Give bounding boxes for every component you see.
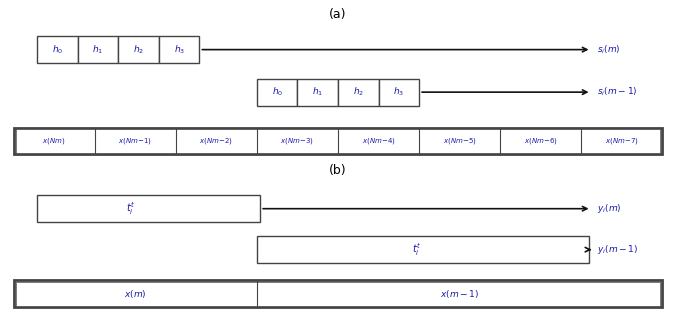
Text: $y_i(m)$: $y_i(m)$ — [597, 202, 621, 215]
Bar — [159, 36, 199, 63]
Text: $x(Nm\!-\!7)$: $x(Nm\!-\!7)$ — [605, 136, 639, 146]
Text: $x(m-1)$: $x(m-1)$ — [440, 288, 479, 300]
Bar — [257, 79, 297, 106]
Text: $h_1$: $h_1$ — [312, 86, 323, 98]
Text: (b): (b) — [329, 163, 347, 177]
Bar — [338, 79, 379, 106]
Text: $h_3$: $h_3$ — [174, 43, 185, 56]
Text: $h_1$: $h_1$ — [93, 43, 103, 56]
Text: $t_i^t$: $t_i^t$ — [126, 200, 136, 217]
Bar — [37, 195, 260, 222]
Text: $x(Nm)$: $x(Nm)$ — [43, 136, 66, 146]
Text: $y_i(m-1)$: $y_i(m-1)$ — [597, 243, 638, 256]
Text: $x(Nm\!-\!1)$: $x(Nm\!-\!1)$ — [118, 136, 152, 146]
Bar — [78, 36, 118, 63]
Text: $x(Nm\!-\!3)$: $x(Nm\!-\!3)$ — [281, 136, 314, 146]
Text: $x(Nm\!-\!2)$: $x(Nm\!-\!2)$ — [199, 136, 233, 146]
Bar — [297, 79, 338, 106]
Text: (a): (a) — [329, 8, 347, 21]
Bar — [37, 36, 78, 63]
Bar — [14, 280, 662, 307]
Text: $s_i(m)$: $s_i(m)$ — [597, 43, 621, 56]
Bar — [118, 36, 159, 63]
Text: $s_i(m-1)$: $s_i(m-1)$ — [597, 86, 637, 98]
Bar — [16, 282, 660, 306]
Text: $x(m)$: $x(m)$ — [124, 288, 147, 300]
Bar — [14, 128, 662, 154]
Text: $x(Nm\!-\!5)$: $x(Nm\!-\!5)$ — [443, 136, 477, 146]
Text: $t_i^t$: $t_i^t$ — [412, 241, 421, 258]
Text: $h_0$: $h_0$ — [272, 86, 283, 98]
Text: $x(Nm\!-\!6)$: $x(Nm\!-\!6)$ — [524, 136, 558, 146]
Bar — [379, 79, 419, 106]
Text: $h_3$: $h_3$ — [393, 86, 404, 98]
Bar — [257, 236, 589, 263]
Text: $h_2$: $h_2$ — [353, 86, 364, 98]
Text: $x(Nm\!-\!4)$: $x(Nm\!-\!4)$ — [362, 136, 395, 146]
Bar — [16, 129, 660, 153]
Text: $h_0$: $h_0$ — [52, 43, 63, 56]
Text: $h_2$: $h_2$ — [133, 43, 144, 56]
